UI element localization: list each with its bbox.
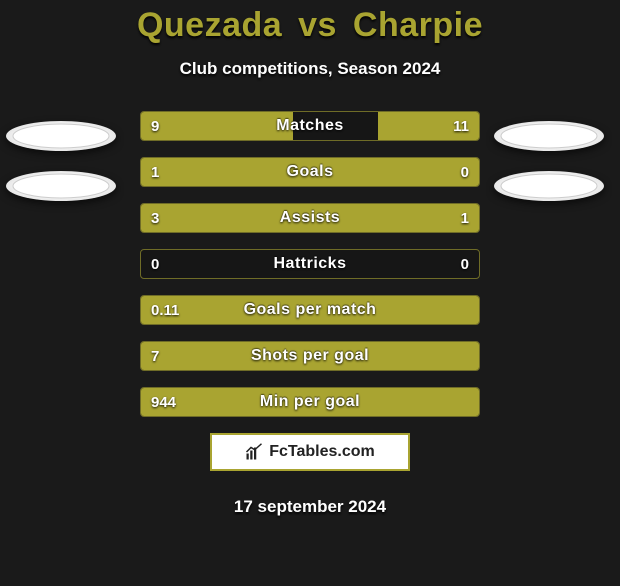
watermark[interactable]: FcTables.com — [210, 433, 410, 471]
stat-label: Min per goal — [141, 388, 479, 416]
stat-label: Shots per goal — [141, 342, 479, 370]
stat-label: Matches — [141, 112, 479, 140]
stats-area: 911Matches 10Goals 31Assists 00Hattricks 0.1… — [0, 111, 620, 517]
player1-badge-top — [6, 121, 116, 151]
subtitle: Club competitions, Season 2024 — [0, 59, 620, 79]
stat-row: 0.11Goals per match — [140, 295, 480, 325]
watermark-text: FcTables.com — [269, 443, 375, 461]
player2-badge-bottom — [494, 171, 604, 201]
stat-label: Goals — [141, 158, 479, 186]
comparison-card: Quezada vs Charpie Club competitions, Se… — [0, 6, 620, 586]
stat-row: 31Assists — [140, 203, 480, 233]
stat-row: 00Hattricks — [140, 249, 480, 279]
stat-row: 911Matches — [140, 111, 480, 141]
footer-date: 17 september 2024 — [0, 497, 620, 517]
player2-badge-top — [494, 121, 604, 151]
stat-label: Assists — [141, 204, 479, 232]
player2-name: Charpie — [353, 6, 483, 44]
stat-label: Hattricks — [141, 250, 479, 278]
page-title: Quezada vs Charpie — [0, 6, 620, 45]
stat-rows: 911Matches 10Goals 31Assists 00Hattricks 0.1… — [140, 111, 480, 417]
stat-row: 7Shots per goal — [140, 341, 480, 371]
player1-badge-bottom — [6, 171, 116, 201]
badge-ellipse-icon — [6, 171, 116, 201]
stat-row: 944Min per goal — [140, 387, 480, 417]
badge-ellipse-icon — [494, 171, 604, 201]
stat-row: 10Goals — [140, 157, 480, 187]
vs-separator: vs — [298, 6, 337, 44]
chart-icon — [245, 443, 263, 461]
player1-name: Quezada — [137, 6, 282, 44]
badge-ellipse-icon — [6, 121, 116, 151]
stat-label: Goals per match — [141, 296, 479, 324]
badge-ellipse-icon — [494, 121, 604, 151]
